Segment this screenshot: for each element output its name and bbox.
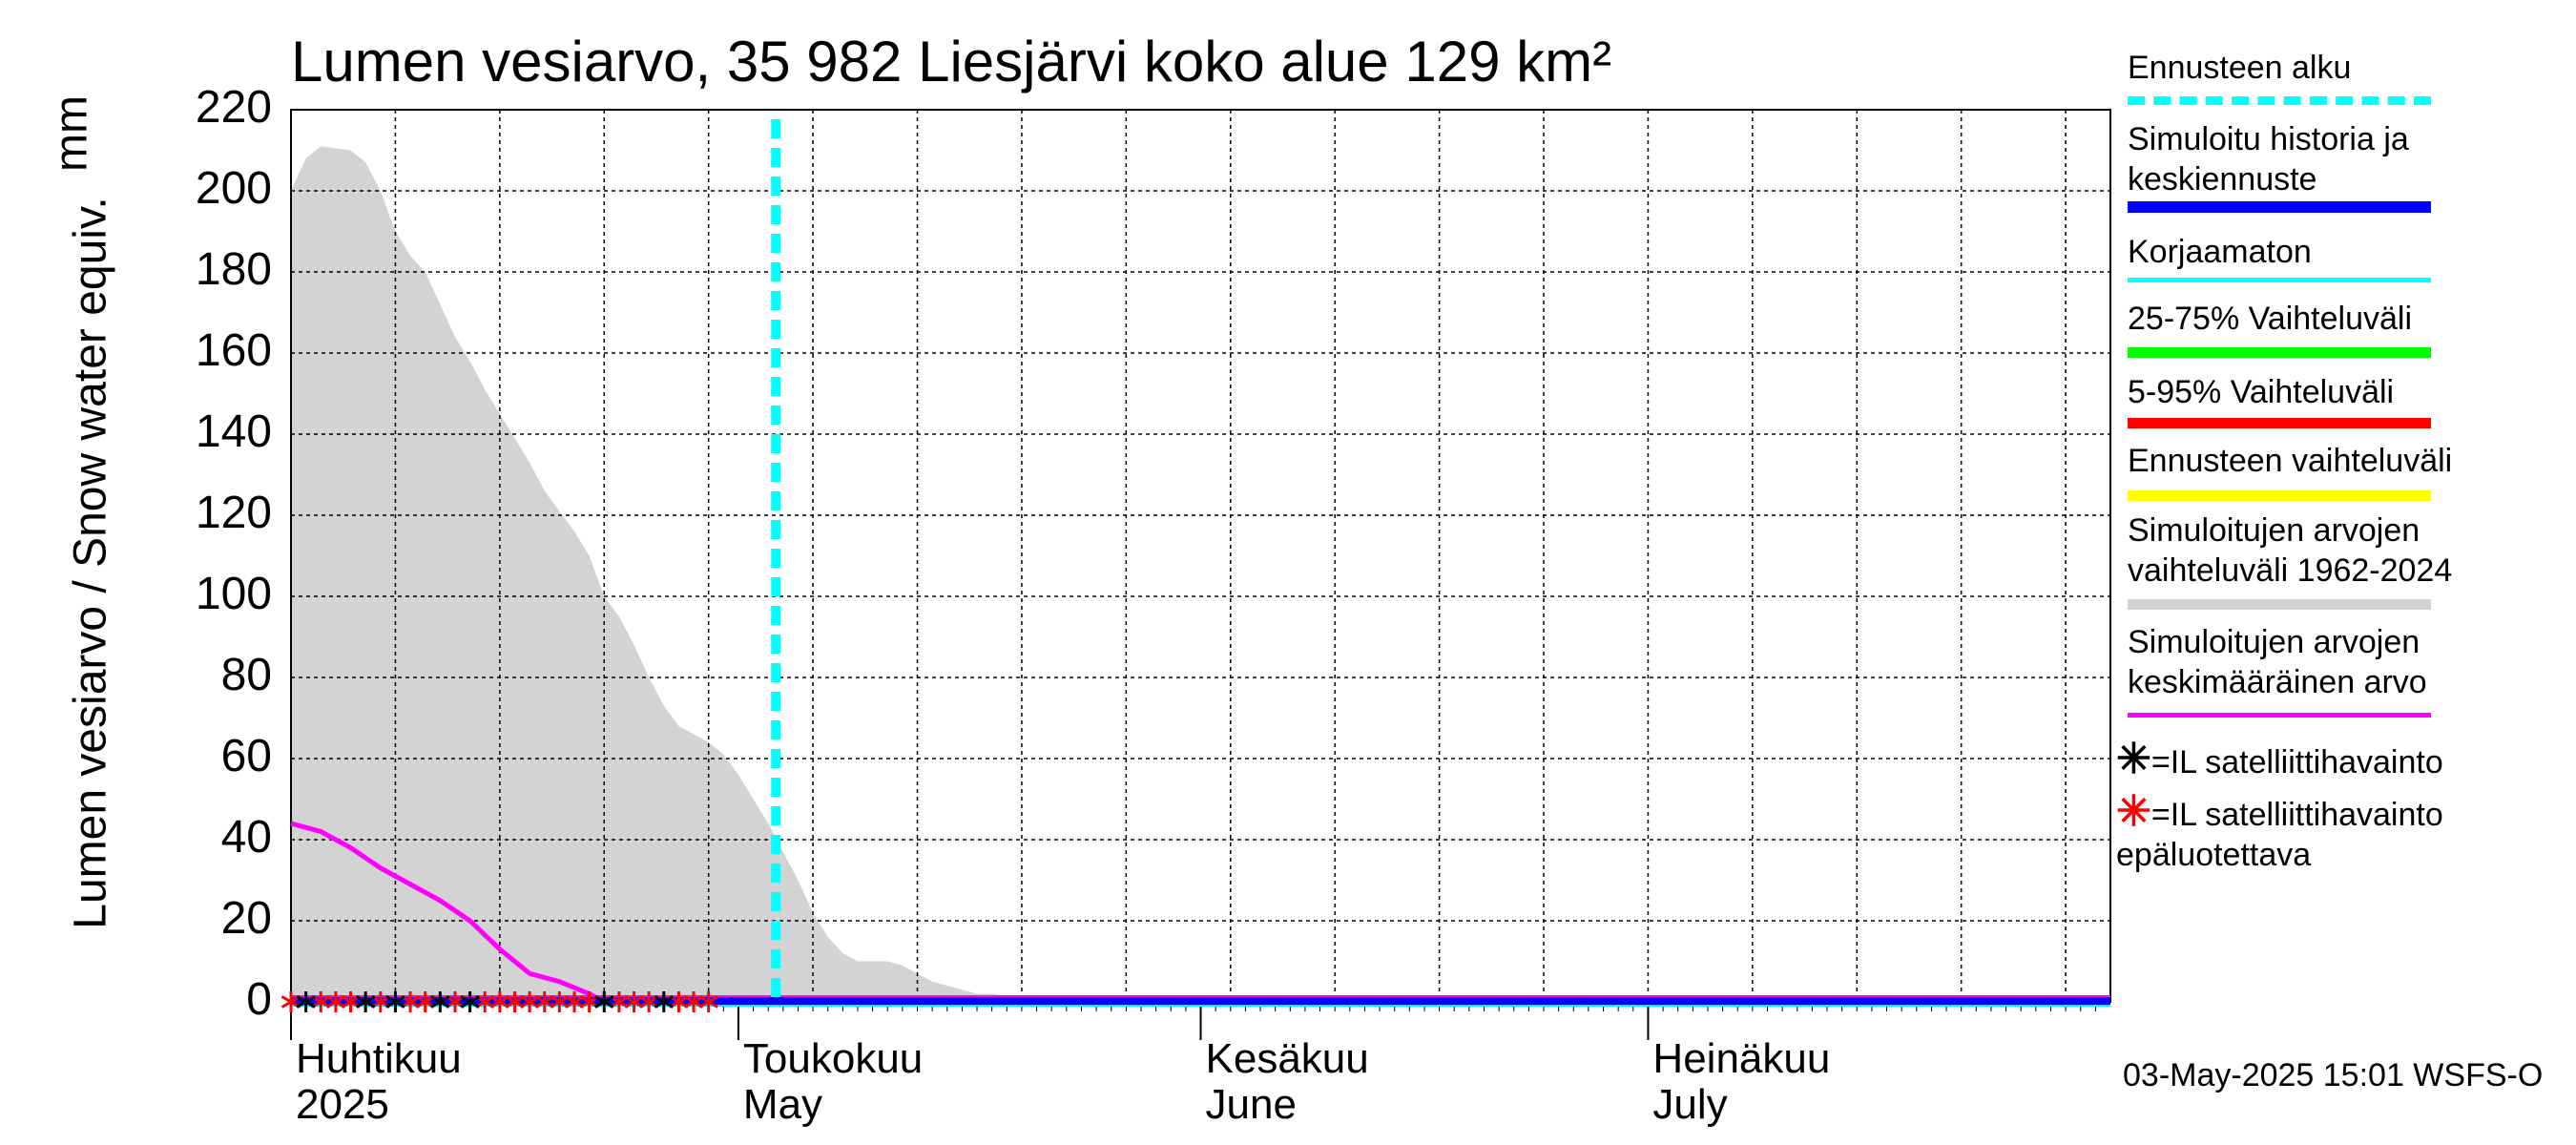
y-tick-label: 140 — [195, 406, 272, 457]
x-month-label-line2: July — [1652, 1081, 1728, 1128]
legend-label: Simuloitujen arvojen — [2128, 512, 2420, 549]
legend-label: vaihteluväli 1962-2024 — [2128, 552, 2453, 589]
y-tick-label: 60 — [220, 731, 272, 781]
satellite-marker — [654, 991, 675, 1012]
satellite-marker — [593, 991, 614, 1012]
x-month-label: Kesäkuu June — [1206, 1036, 1369, 1128]
variability-area — [291, 146, 2096, 1002]
legend-swatch — [2128, 490, 2431, 501]
legend-label: 25-75% Vaihteluväli — [2128, 301, 2412, 337]
legend-label: Ennusteen alku — [2128, 50, 2352, 86]
footer-timestamp: 03-May-2025 15:01 WSFS-O — [2123, 1057, 2544, 1093]
legend-label: Korjaamaton — [2128, 234, 2312, 270]
x-month-label: Heinäkuu July — [1652, 1036, 1830, 1128]
legend-item: 25-75% Vaihteluväli — [2128, 299, 2412, 339]
y-tick-label: 220 — [195, 82, 272, 133]
legend-label: =IL satelliittihavainto — [2150, 797, 2443, 833]
chart-title: Lumen vesiarvo, 35 982 Liesjärvi koko al… — [291, 30, 1612, 94]
asterisk-marker-icon: ✳ — [2116, 788, 2151, 835]
legend-swatch — [2128, 599, 2431, 610]
legend-item: Korjaamaton — [2128, 232, 2312, 272]
satellite-marker — [296, 991, 316, 1012]
legend-swatch — [2128, 418, 2431, 428]
legend-item: Ennusteen alku — [2128, 48, 2351, 88]
satellite-marker — [385, 991, 405, 1012]
x-month-label-line1: Kesäkuu — [1205, 1035, 1369, 1082]
y-tick-label: 120 — [195, 488, 272, 538]
satellite-marker — [460, 991, 480, 1012]
y-tick-label: 40 — [220, 812, 272, 863]
legend-swatch — [2128, 347, 2431, 358]
legend-swatch — [2128, 96, 2431, 105]
y-tick-label: 100 — [195, 569, 272, 619]
x-month-label-line1: Huhtikuu — [296, 1035, 462, 1082]
y-tick-label: 200 — [195, 163, 272, 214]
legend-swatch — [2128, 201, 2431, 213]
x-month-label-line2: May — [742, 1081, 823, 1128]
x-month-label-line1: Heinäkuu — [1652, 1035, 1831, 1082]
legend-swatch — [2128, 713, 2431, 718]
legend-label: Simuloitujen arvojen — [2128, 624, 2420, 660]
y-tick-label: 0 — [246, 974, 272, 1025]
legend-label: Simuloitu historia ja — [2128, 121, 2409, 157]
x-month-label: Toukokuu May — [743, 1036, 923, 1128]
y-tick-label: 20 — [220, 893, 272, 944]
legend-item: ✳=IL satelliittihavainto — [2116, 739, 2443, 782]
legend-label: keskimääräinen arvo — [2128, 664, 2427, 700]
x-month-label-line1: Toukokuu — [742, 1035, 924, 1082]
legend-label: epäluotettava — [2116, 837, 2312, 873]
satellite-marker — [429, 991, 450, 1012]
legend-label: Ennusteen vaihteluväli — [2128, 443, 2453, 479]
x-month-label-line2: June — [1205, 1081, 1297, 1128]
satellite-marker — [355, 991, 376, 1012]
asterisk-marker-icon: ✳ — [2116, 736, 2151, 782]
legend-item: Simuloitujen arvojen vaihteluväli 1962-20… — [2128, 510, 2452, 591]
y-tick-label: 80 — [220, 650, 272, 700]
x-month-label: Huhtikuu 2025 — [296, 1036, 462, 1128]
y-tick-label: 180 — [195, 244, 272, 295]
legend-item: ✳=IL satelliittihavainto epäluotettava — [2116, 791, 2443, 875]
legend-item: Simuloitu historia ja keskiennuste — [2128, 119, 2409, 199]
legend-item: 5-95% Vaihteluväli — [2128, 372, 2394, 412]
x-month-label-line2: 2025 — [296, 1081, 389, 1128]
y-tick-label: 160 — [195, 325, 272, 376]
y-axis-unit: mm — [46, 95, 97, 172]
legend-item: Simuloitujen arvojen keskimääräinen arvo — [2128, 622, 2427, 702]
legend-label: 5-95% Vaihteluväli — [2128, 374, 2395, 410]
legend-item: Ennusteen vaihteluväli — [2128, 441, 2452, 481]
satellite-unreliable-marker — [698, 991, 718, 1012]
y-axis-label: Lumen vesiarvo / Snow water equiv. — [65, 197, 116, 929]
legend-label: =IL satelliittihavainto — [2150, 744, 2443, 781]
legend-label: keskiennuste — [2128, 161, 2317, 198]
legend-swatch — [2128, 278, 2431, 282]
